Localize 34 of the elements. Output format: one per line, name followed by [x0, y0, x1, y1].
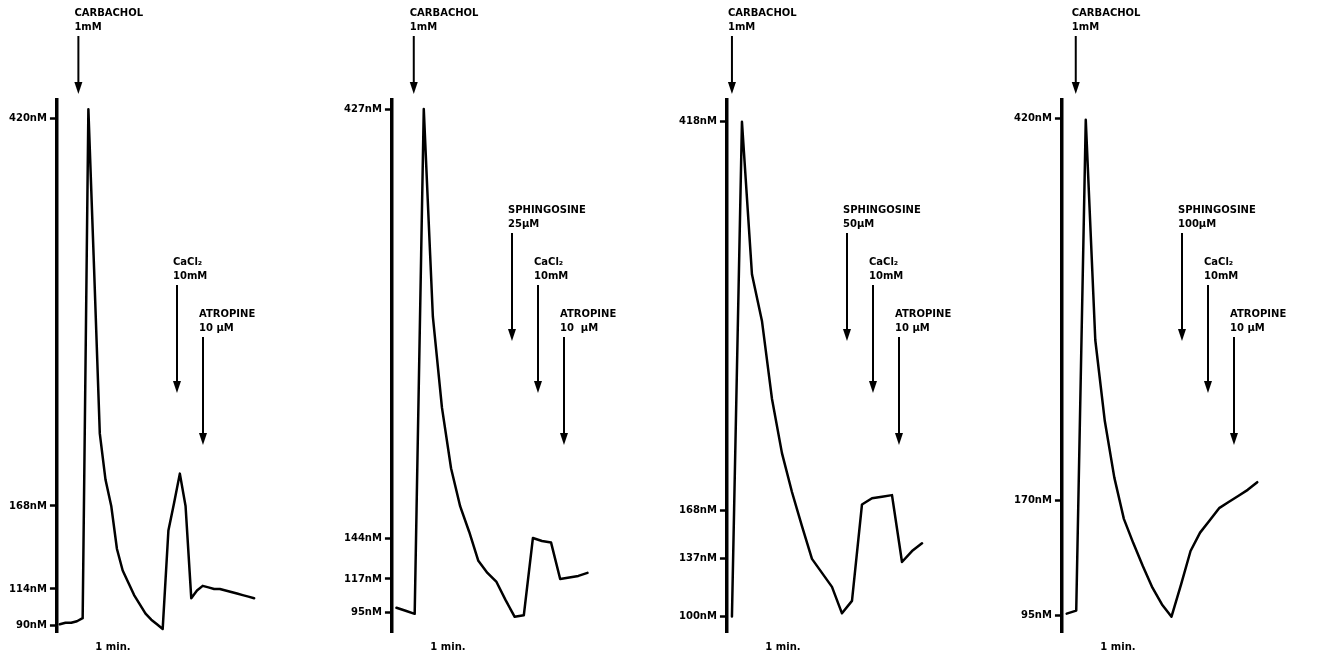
annotation: ATROPINE 10 μM: [198, 307, 256, 333]
y-tick-label: 168nM: [8, 499, 47, 511]
y-tick-label: 420nM: [1013, 111, 1052, 123]
annotation: CaCl₂ 10mM: [533, 255, 569, 281]
annotation: SPHINGOSINE 100μM: [1177, 203, 1256, 229]
text: CARBACHOL 1mM: [74, 6, 144, 32]
y-tick-label: 418nM: [678, 115, 717, 127]
text: CARBACHOL 1mM: [1071, 6, 1142, 32]
annotation: CaCl₂ 10mM: [1203, 255, 1239, 281]
annotation: ATROPINE 10 μM: [894, 307, 952, 333]
y-tick-label: 168nM: [678, 504, 717, 516]
y-tick-label: 95nM: [1020, 608, 1052, 620]
y-tick-label: 90nM: [15, 619, 47, 631]
text: 1 min.: [95, 640, 131, 652]
text: 1 min.: [430, 640, 466, 652]
annotation: ATROPINE 10 μM: [1229, 307, 1287, 333]
text: 1 min.: [1100, 640, 1136, 652]
annotation: CaCl₂ 10mM: [868, 255, 904, 281]
y-tick-label: 137nM: [678, 552, 717, 564]
y-tick-label: 420nM: [8, 112, 47, 124]
y-tick-label: 114nM: [8, 582, 47, 594]
y-tick-label: 117nM: [343, 572, 382, 584]
y-tick-label: 427nM: [343, 102, 382, 114]
text: CARBACHOL 1mM: [727, 6, 798, 32]
y-tick-label: 95nM: [350, 605, 382, 617]
text: 1 min.: [765, 640, 801, 652]
y-tick-label: 170nM: [1013, 494, 1052, 506]
annotation: ATROPINE 10 μM: [559, 307, 617, 333]
annotation: SPHINGOSINE 25μM: [507, 203, 586, 229]
annotation: SPHINGOSINE 50μM: [842, 203, 921, 229]
y-tick-label: 144nM: [343, 531, 382, 543]
annotation: CaCl₂ 10mM: [172, 255, 208, 281]
y-tick-label: 100nM: [678, 610, 717, 622]
text: CARBACHOL 1mM: [409, 6, 480, 32]
